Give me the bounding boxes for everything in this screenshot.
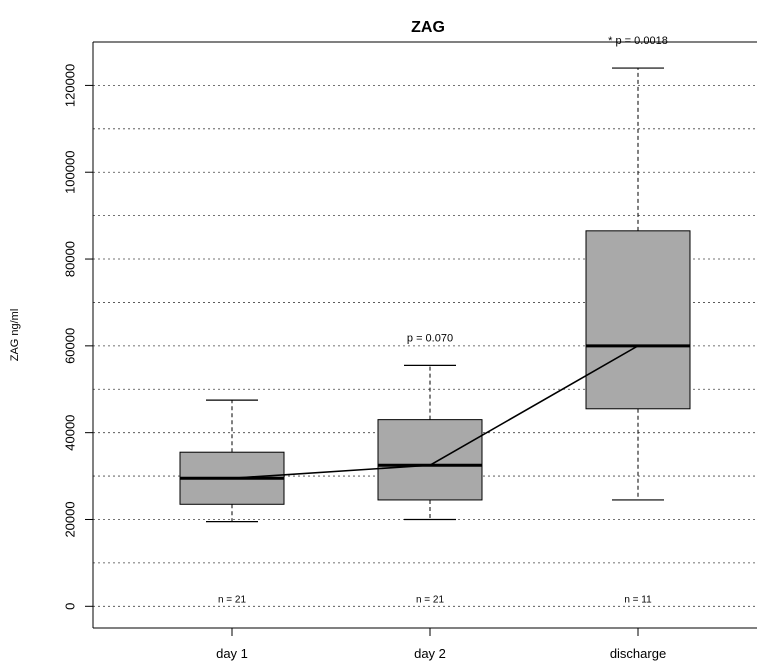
- chart-title: ZAG: [411, 19, 445, 36]
- y-tick-label: 40000: [63, 415, 78, 451]
- x-tick-label: discharge: [610, 646, 666, 661]
- n-label: n = 11: [624, 594, 652, 605]
- y-tick-label: 100000: [63, 151, 78, 194]
- y-axis-label: ZAG ng/ml: [9, 309, 21, 362]
- x-tick-label: day 2: [414, 646, 446, 661]
- p-value-annotation: * p = 0.0018: [608, 35, 668, 47]
- box-iqr: [377, 419, 483, 501]
- y-tick-label: 80000: [63, 241, 78, 277]
- n-label: n = 21: [416, 594, 445, 605]
- labels: 0 20000 40000 60000 80000 100000 120000 day 1 n …: [63, 35, 668, 661]
- y-tick-label: 0: [63, 603, 78, 610]
- y-tick-label: 120000: [63, 64, 78, 107]
- p-value-annotation: p = 0.070: [407, 332, 453, 344]
- x-tick-label: day 1: [216, 646, 248, 661]
- n-label: n = 21: [218, 594, 247, 605]
- axes: [85, 41, 757, 636]
- y-tick-label: 20000: [63, 501, 78, 537]
- y-tick-label: 60000: [63, 328, 78, 364]
- median-trend-line: [231, 345, 639, 480]
- box-plots: [179, 67, 691, 523]
- box-iqr: [585, 230, 691, 410]
